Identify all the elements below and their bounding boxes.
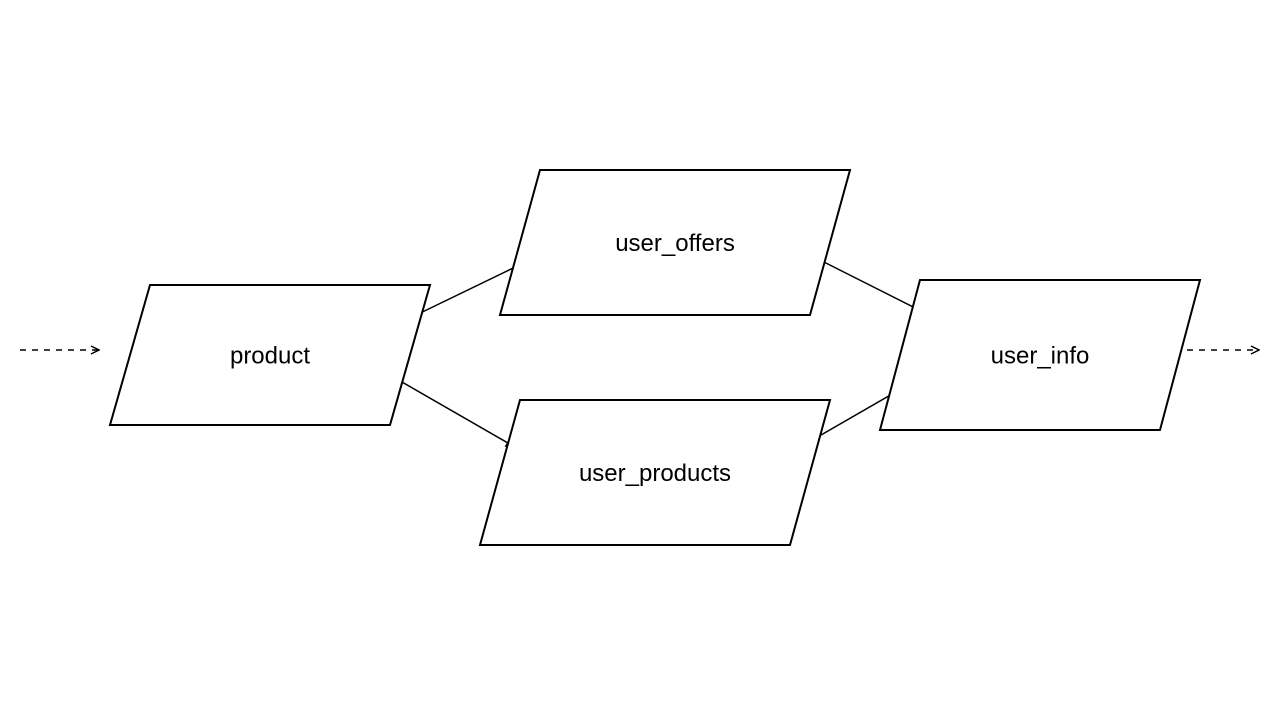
node-user_info: user_info (880, 280, 1200, 430)
edge-2 (395, 378, 515, 447)
node-product: product (110, 285, 430, 425)
node-label-product: product (230, 342, 310, 369)
edge-3 (810, 255, 930, 315)
node-label-user_products: user_products (579, 460, 731, 487)
node-label-user_offers: user_offers (615, 230, 735, 257)
flowchart-canvas: product user_offers user_products user_info (0, 0, 1280, 720)
node-user_offers: user_offers (500, 170, 850, 315)
node-label-user_info: user_info (991, 342, 1090, 369)
node-user_products: user_products (480, 400, 830, 545)
